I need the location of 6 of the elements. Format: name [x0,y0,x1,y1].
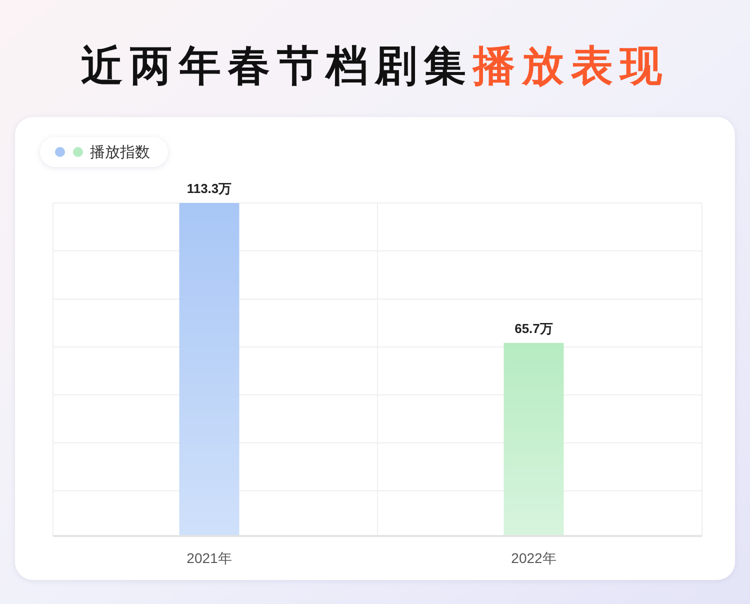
data-label: 113.3万 [186,181,232,196]
x-tick-label: 2021年 [186,550,232,566]
title: 近两年春节档剧集播放表现 [81,42,669,89]
data-label: 65.7万 [514,320,553,336]
x-tick-label: 2022年 [511,550,556,566]
legend-label: 播放指数 [90,144,150,161]
